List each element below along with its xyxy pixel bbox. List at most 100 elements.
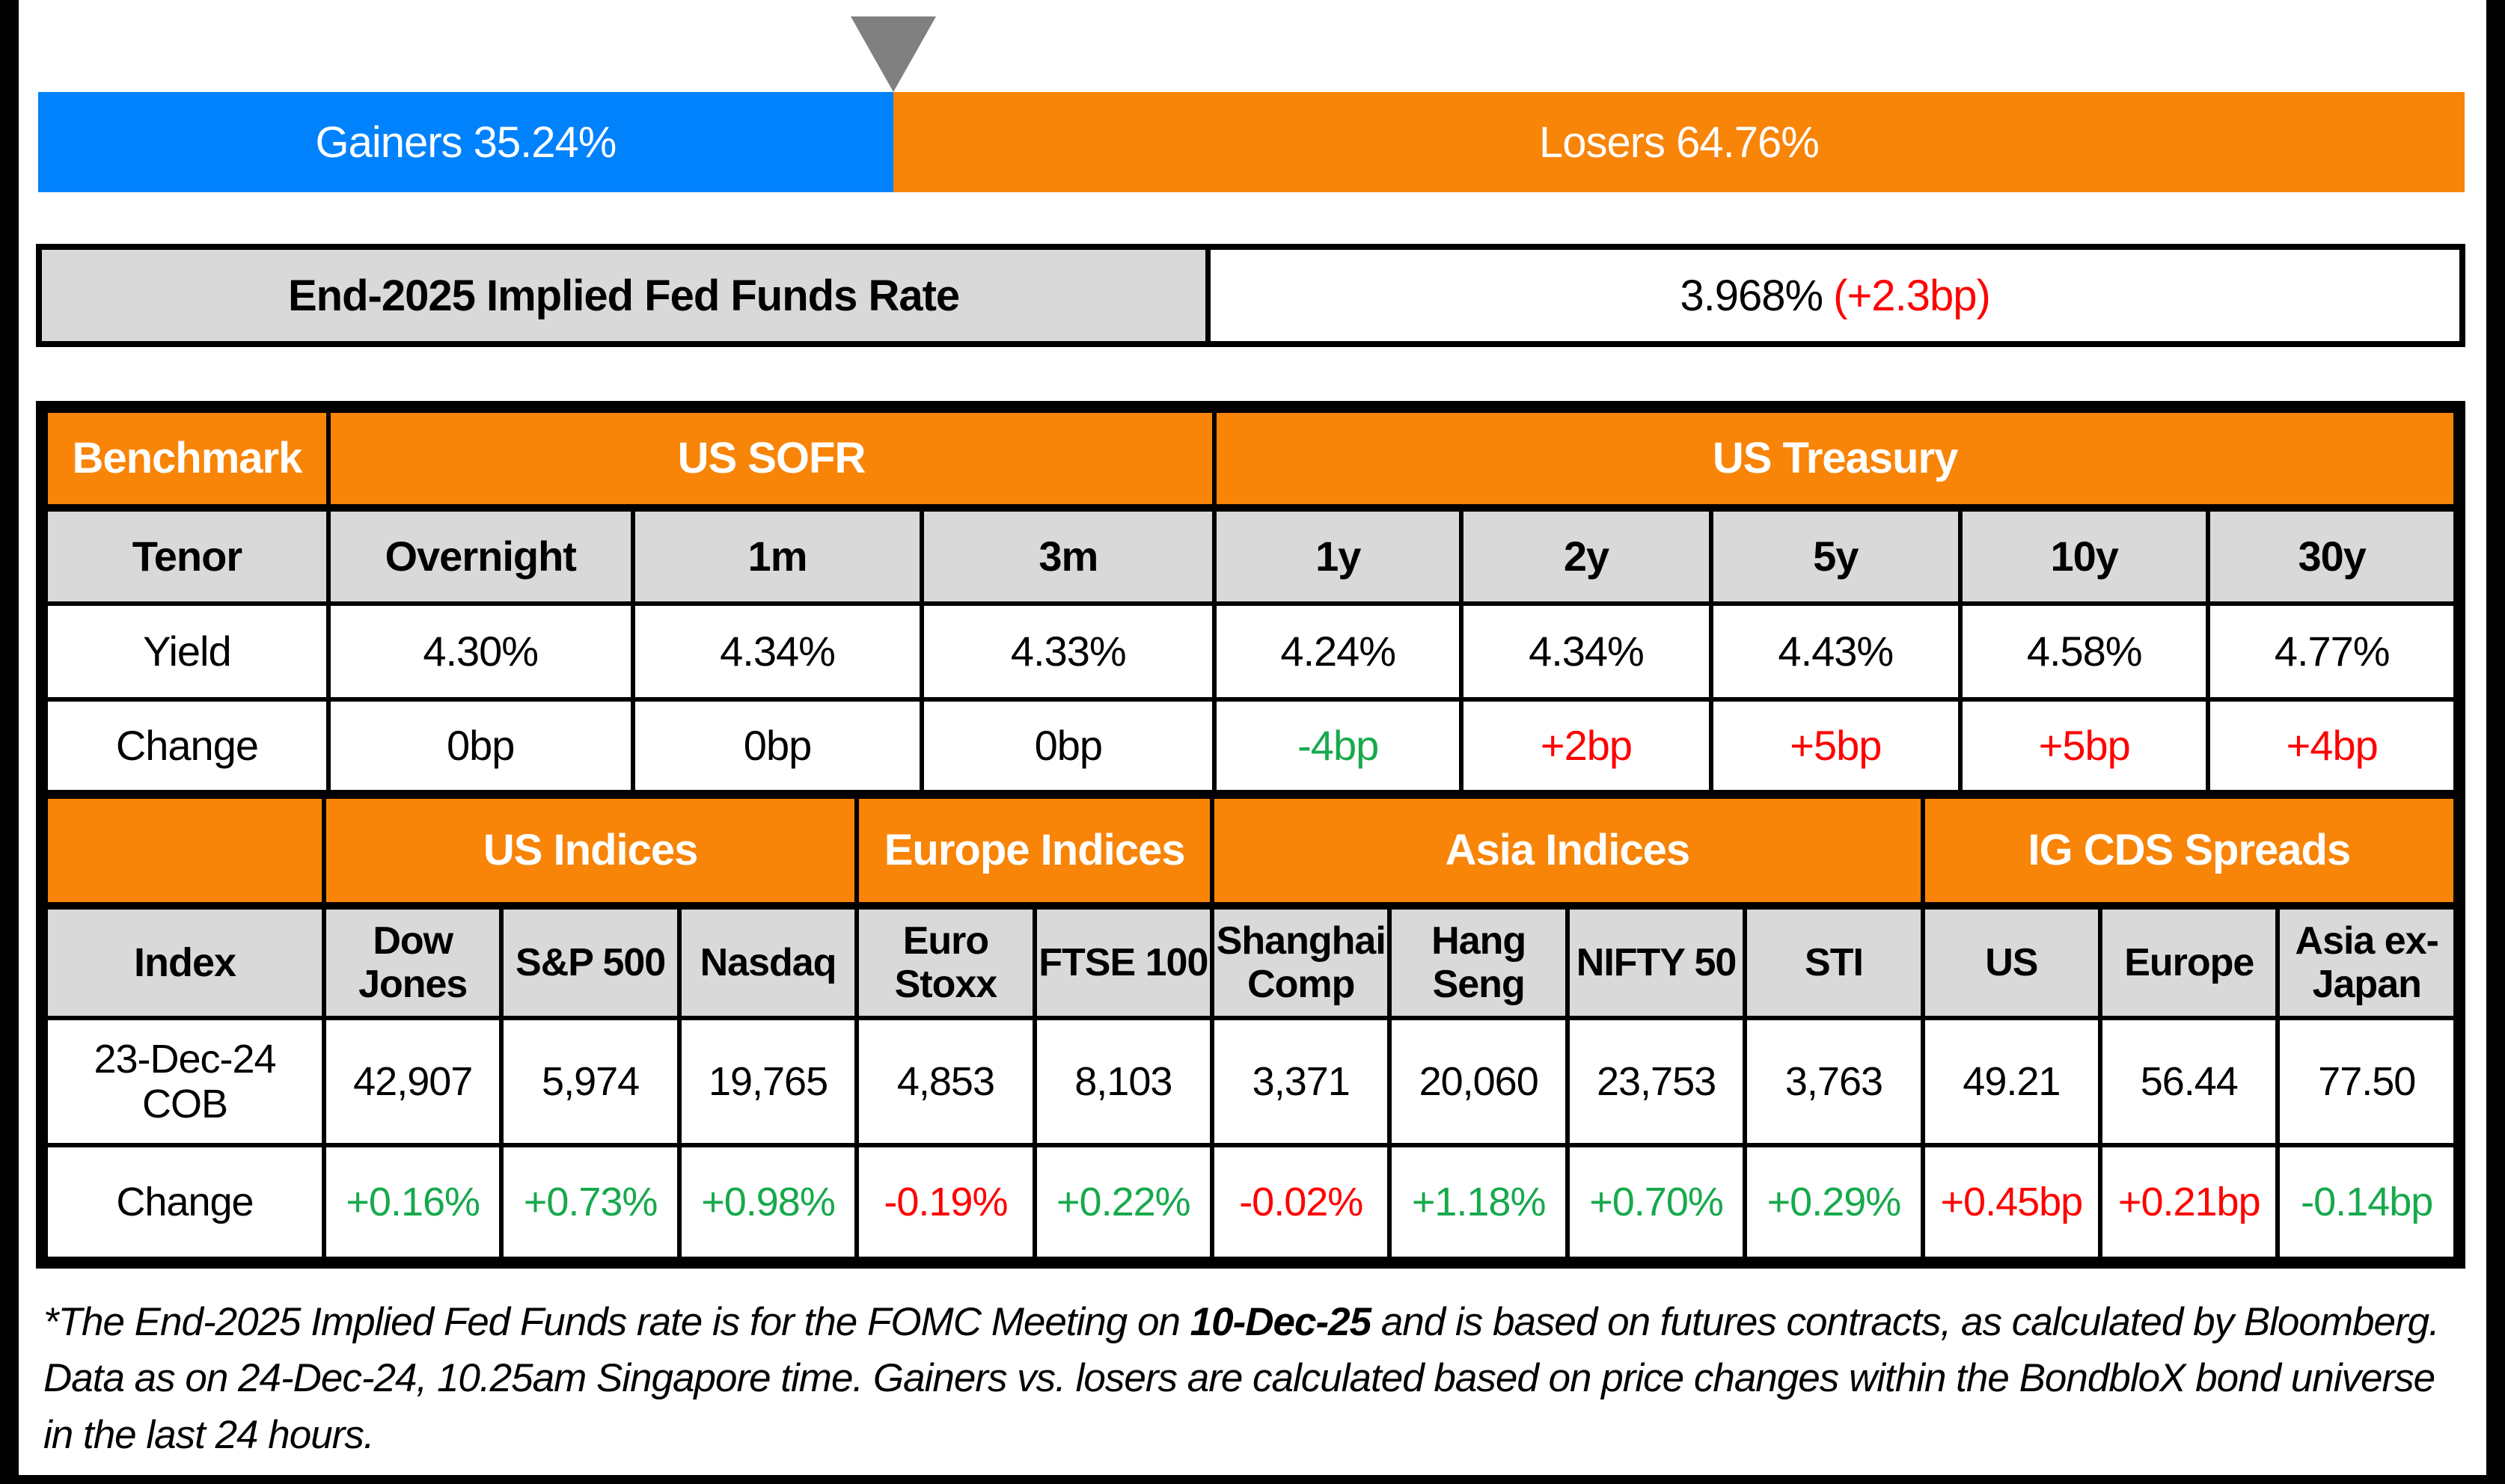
col-nifty50: NIFTY 50 xyxy=(1565,904,1748,1020)
footnote: *The End-2025 Implied Fed Funds rate is … xyxy=(43,1294,2462,1463)
group-ig-cds-spreads: IG CDS Spreads xyxy=(1920,794,2459,910)
fed-funds-change: (+2.3bp) xyxy=(1833,271,1991,320)
cob-value: 56.44 xyxy=(2098,1016,2281,1147)
index-header-row: Index Dow Jones S&P 500 Nasdaq Euro Stox… xyxy=(43,904,2458,1020)
indices-change-value: +0.45bp xyxy=(1920,1143,2103,1261)
cob-value: 42,907 xyxy=(322,1016,504,1147)
col-sti: STI xyxy=(1743,904,1925,1020)
indices-change-value: -0.02% xyxy=(1210,1143,1392,1261)
cob-value: 3,763 xyxy=(1743,1016,1925,1147)
frame-bottom-edge xyxy=(0,1475,2505,1484)
benchmark-group-row: Benchmark US SOFR US Treasury xyxy=(43,408,2458,512)
yield-value: 4.24% xyxy=(1212,601,1464,702)
cob-value: 77.50 xyxy=(2275,1016,2458,1147)
cob-row: 23-Dec-24 COB 42,907 5,974 19,765 4,853 … xyxy=(43,1016,2458,1147)
indices-change-value: -0.19% xyxy=(854,1143,1037,1261)
frame-left-edge xyxy=(0,0,19,1484)
indices-table: US Indices Europe Indices Asia Indices I… xyxy=(43,794,2459,1261)
yield-value: 4.34% xyxy=(1459,601,1713,702)
indices-change-value: +0.16% xyxy=(322,1143,504,1261)
benchmark-change-value: +2bp xyxy=(1459,697,1713,794)
tenor-10y: 10y xyxy=(1957,506,2211,606)
cob-value: 20,060 xyxy=(1387,1016,1570,1147)
benchmark-change-value: 0bp xyxy=(325,697,635,794)
col-euro-stoxx: Euro Stoxx xyxy=(854,904,1037,1020)
tenor-30y: 30y xyxy=(2206,506,2458,606)
gainers-segment: Gainers 35.24% xyxy=(38,92,893,192)
benchmark-change-value: 0bp xyxy=(630,697,925,794)
tenor-3m: 3m xyxy=(920,506,1217,606)
tenor-1m: 1m xyxy=(630,506,925,606)
benchmark-change-value: +5bp xyxy=(1957,697,2211,794)
losers-segment: Losers 64.76% xyxy=(893,92,2465,192)
cob-value: 19,765 xyxy=(676,1016,860,1147)
cob-value: 5,974 xyxy=(499,1016,682,1147)
yield-value: 4.77% xyxy=(2206,601,2458,702)
benchmark-change-value: -4bp xyxy=(1212,697,1464,794)
tenor-label: Tenor xyxy=(43,506,331,606)
tenor-5y: 5y xyxy=(1708,506,1963,606)
indices-change-value: +1.18% xyxy=(1387,1143,1570,1261)
data-tables: Benchmark US SOFR US Treasury Tenor Over… xyxy=(36,401,2465,1269)
col-europe-cds: Europe xyxy=(2098,904,2281,1020)
indices-change-row: Change +0.16% +0.73% +0.98% -0.19% +0.22… xyxy=(43,1143,2458,1261)
col-asia-ex-japan-cds: Asia ex-Japan xyxy=(2275,904,2458,1020)
indices-change-value: +0.29% xyxy=(1743,1143,1925,1261)
benchmark-change-row: Change 0bp 0bp 0bp -4bp +2bp +5bp +5bp +… xyxy=(43,697,2458,794)
cob-value: 3,371 xyxy=(1210,1016,1392,1147)
fed-funds-value: 3.968% (+2.3bp) xyxy=(1211,250,2459,341)
cob-value: 4,853 xyxy=(854,1016,1037,1147)
col-hang-seng: Hang Seng xyxy=(1387,904,1570,1020)
indices-change-value: +0.70% xyxy=(1565,1143,1748,1261)
cob-value: 49.21 xyxy=(1920,1016,2103,1147)
yield-value: 4.58% xyxy=(1957,601,2211,702)
yield-label: Yield xyxy=(43,601,331,702)
indices-change-value: -0.14bp xyxy=(2275,1143,2458,1261)
fed-funds-box: End-2025 Implied Fed Funds Rate 3.968% (… xyxy=(36,244,2465,347)
col-nasdaq: Nasdaq xyxy=(676,904,860,1020)
tenor-1y: 1y xyxy=(1212,506,1464,606)
down-triangle-marker-icon xyxy=(851,16,936,92)
indices-change-label: Change xyxy=(43,1143,327,1261)
footnote-part2: and is based on futures contracts, as ca… xyxy=(43,1300,2440,1457)
losers-label: Losers 64.76% xyxy=(1538,117,1820,167)
cob-value: 23,753 xyxy=(1565,1016,1748,1147)
fed-funds-title: End-2025 Implied Fed Funds Rate xyxy=(42,250,1211,341)
yield-value: 4.34% xyxy=(630,601,925,702)
frame-right-edge xyxy=(2486,0,2505,1484)
index-label: Index xyxy=(43,904,327,1020)
benchmark-corner-cell: Benchmark xyxy=(43,408,331,512)
group-europe-indices: Europe Indices xyxy=(854,794,1215,910)
col-dow-jones: Dow Jones xyxy=(322,904,504,1020)
indices-change-value: +0.73% xyxy=(499,1143,682,1261)
footnote-bold-date: 10-Dec-25 xyxy=(1190,1300,1371,1344)
tenor-row: Tenor Overnight 1m 3m 1y 2y 5y 10y 30y xyxy=(43,506,2458,606)
group-us-treasury: US Treasury xyxy=(1212,408,2458,512)
tenor-2y: 2y xyxy=(1459,506,1713,606)
tenor-overnight: Overnight xyxy=(325,506,635,606)
benchmark-change-label: Change xyxy=(43,697,331,794)
yield-value: 4.30% xyxy=(325,601,635,702)
col-sp500: S&P 500 xyxy=(499,904,682,1020)
indices-corner-cell xyxy=(43,794,327,910)
yield-value: 4.43% xyxy=(1708,601,1963,702)
yield-row: Yield 4.30% 4.34% 4.33% 4.24% 4.34% 4.43… xyxy=(43,601,2458,702)
benchmark-change-value: 0bp xyxy=(920,697,1217,794)
fed-funds-rate: 3.968% xyxy=(1680,271,1823,320)
cob-value: 8,103 xyxy=(1032,1016,1215,1147)
col-shanghai-comp: Shanghai Comp xyxy=(1210,904,1392,1020)
indices-group-row: US Indices Europe Indices Asia Indices I… xyxy=(43,794,2459,910)
indices-change-value: +0.21bp xyxy=(2098,1143,2281,1261)
benchmark-change-value: +5bp xyxy=(1708,697,1963,794)
cob-label: 23-Dec-24 COB xyxy=(43,1016,327,1147)
group-asia-indices: Asia Indices xyxy=(1210,794,1925,910)
gainers-label: Gainers 35.24% xyxy=(315,117,617,167)
footnote-part1: *The End-2025 Implied Fed Funds rate is … xyxy=(43,1300,1190,1344)
gainers-losers-bar: Gainers 35.24% Losers 64.76% xyxy=(38,92,2465,192)
indices-change-value: +0.22% xyxy=(1032,1143,1215,1261)
benchmark-change-value: +4bp xyxy=(2206,697,2458,794)
yield-value: 4.33% xyxy=(920,601,1217,702)
group-us-sofr: US SOFR xyxy=(325,408,1217,512)
col-ftse100: FTSE 100 xyxy=(1032,904,1215,1020)
